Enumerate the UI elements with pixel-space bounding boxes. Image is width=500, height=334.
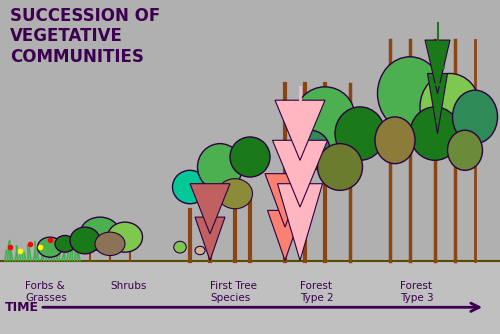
Ellipse shape bbox=[95, 232, 125, 256]
Text: First Tree
Species: First Tree Species bbox=[210, 281, 257, 303]
Polygon shape bbox=[268, 210, 302, 261]
Ellipse shape bbox=[452, 90, 498, 144]
Ellipse shape bbox=[375, 117, 415, 164]
Ellipse shape bbox=[174, 241, 186, 253]
Bar bbox=[0, 261, 500, 334]
Ellipse shape bbox=[218, 179, 252, 209]
Text: Forest
Type 2: Forest Type 2 bbox=[300, 281, 334, 303]
Ellipse shape bbox=[230, 137, 270, 177]
Ellipse shape bbox=[172, 170, 208, 204]
Ellipse shape bbox=[335, 107, 385, 160]
Ellipse shape bbox=[80, 217, 120, 250]
Ellipse shape bbox=[198, 144, 242, 190]
Text: SUCCESSION OF
VEGETATIVE
COMMUNITIES: SUCCESSION OF VEGETATIVE COMMUNITIES bbox=[10, 7, 160, 66]
Polygon shape bbox=[278, 184, 322, 261]
Text: Forest
Type 3: Forest Type 3 bbox=[400, 281, 434, 303]
Ellipse shape bbox=[410, 107, 460, 160]
FancyArrowPatch shape bbox=[43, 303, 479, 311]
Ellipse shape bbox=[70, 227, 100, 254]
Ellipse shape bbox=[195, 246, 205, 255]
Polygon shape bbox=[275, 100, 325, 160]
Ellipse shape bbox=[55, 235, 75, 252]
Polygon shape bbox=[190, 184, 230, 234]
Polygon shape bbox=[265, 174, 305, 227]
Ellipse shape bbox=[295, 87, 355, 147]
Ellipse shape bbox=[378, 57, 442, 130]
Polygon shape bbox=[425, 40, 450, 94]
Ellipse shape bbox=[448, 130, 482, 170]
Polygon shape bbox=[195, 217, 225, 261]
Text: Forbs &
Grasses: Forbs & Grasses bbox=[25, 281, 67, 303]
Text: TIME: TIME bbox=[5, 301, 39, 314]
Ellipse shape bbox=[108, 222, 142, 252]
Ellipse shape bbox=[38, 237, 62, 257]
Ellipse shape bbox=[290, 130, 330, 170]
Polygon shape bbox=[272, 140, 328, 207]
Ellipse shape bbox=[420, 73, 480, 140]
Text: Shrubs: Shrubs bbox=[110, 281, 146, 291]
Polygon shape bbox=[428, 73, 448, 134]
Ellipse shape bbox=[318, 144, 362, 190]
